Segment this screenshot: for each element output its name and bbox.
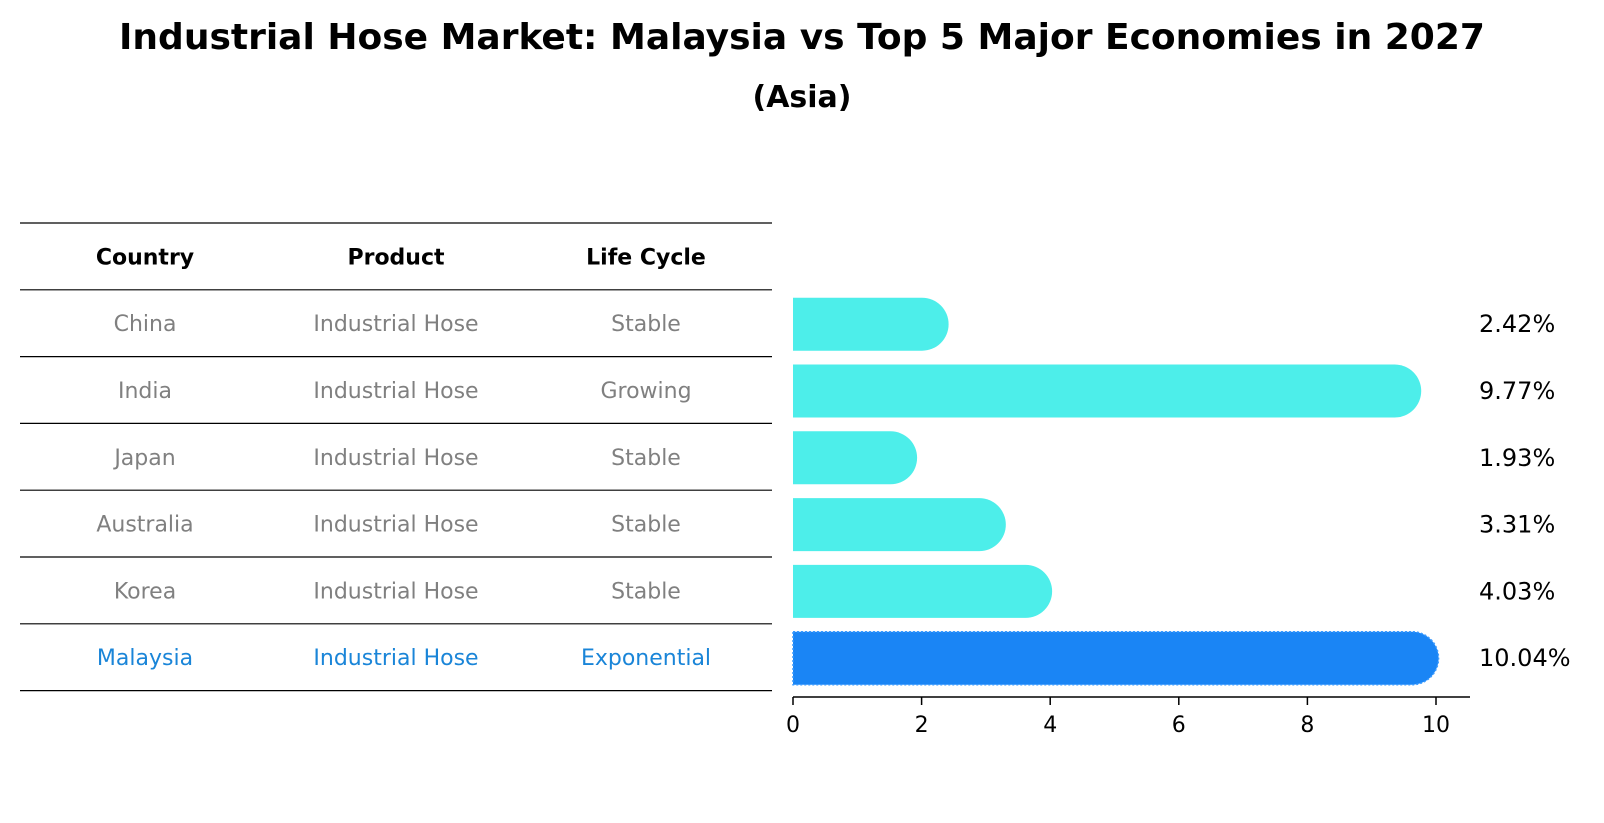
country-header: Country bbox=[96, 245, 194, 270]
bar-chart: 2.42% 9.77% 1.93% 3.31% 4.03% 10.04% bbox=[792, 297, 1571, 686]
product-cell: Industrial Hose bbox=[313, 312, 478, 337]
bar-korea bbox=[793, 564, 1053, 618]
bar-malaysia bbox=[792, 630, 1440, 686]
bar-india bbox=[793, 364, 1422, 418]
country-cell: India bbox=[118, 379, 172, 404]
x-tick-label: 10 bbox=[1422, 713, 1450, 738]
product-cell: Industrial Hose bbox=[313, 513, 478, 538]
life-cycle-cell: Stable bbox=[611, 312, 681, 337]
value-label: 9.77% bbox=[1479, 377, 1555, 405]
country-cell: Australia bbox=[96, 513, 193, 538]
bar-australia bbox=[793, 498, 1006, 552]
x-tick-label: 8 bbox=[1300, 713, 1314, 738]
x-axis: 0 2 4 6 8 10 bbox=[786, 696, 1470, 738]
chart-subtitle: (Asia) bbox=[752, 80, 852, 115]
x-tick-label: 2 bbox=[915, 713, 929, 738]
product-cell: Industrial Hose bbox=[313, 646, 478, 671]
country-cell: Korea bbox=[114, 579, 176, 604]
value-label: 4.03% bbox=[1479, 577, 1555, 605]
x-tick-label: 0 bbox=[786, 713, 800, 738]
x-tick-label: 4 bbox=[1043, 713, 1057, 738]
bar-china bbox=[793, 297, 949, 351]
chart-title: Industrial Hose Market: Malaysia vs Top … bbox=[119, 17, 1485, 58]
life-cycle-cell: Stable bbox=[611, 579, 681, 604]
life-cycle-cell: Stable bbox=[611, 446, 681, 471]
bar-japan bbox=[793, 431, 918, 485]
x-tick-label: 6 bbox=[1172, 713, 1186, 738]
value-label: 1.93% bbox=[1479, 444, 1555, 472]
product-cell: Industrial Hose bbox=[313, 579, 478, 604]
product-cell: Industrial Hose bbox=[313, 446, 478, 471]
life-cycle-cell: Growing bbox=[600, 379, 691, 404]
product-header: Product bbox=[347, 245, 445, 270]
life-cycle-cell: Exponential bbox=[581, 646, 711, 671]
country-cell: China bbox=[114, 312, 177, 337]
value-label: 10.04% bbox=[1479, 644, 1571, 672]
country-cell: Malaysia bbox=[97, 646, 193, 671]
value-label: 3.31% bbox=[1479, 511, 1555, 539]
value-label: 2.42% bbox=[1479, 310, 1555, 338]
product-cell: Industrial Hose bbox=[313, 379, 478, 404]
life-cycle-cell: Stable bbox=[611, 513, 681, 538]
country-cell: Japan bbox=[112, 446, 175, 471]
life-cycle-header: Life Cycle bbox=[586, 245, 706, 270]
data-table: Country Product Life Cycle China Industrial … bbox=[20, 222, 772, 692]
